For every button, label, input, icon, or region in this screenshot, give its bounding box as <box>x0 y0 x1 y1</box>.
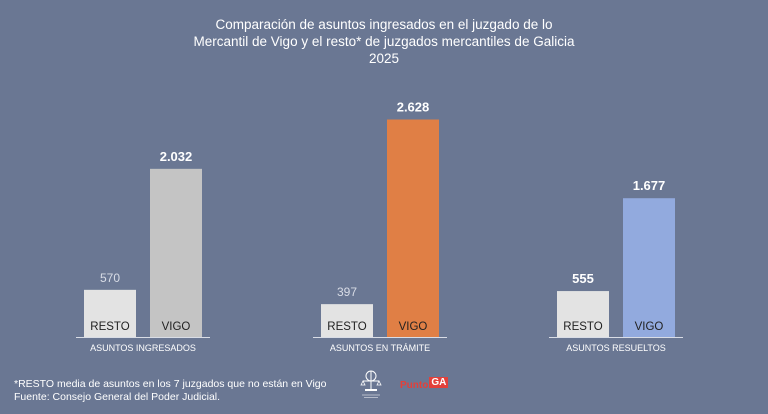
logo-badge: GA <box>429 377 449 388</box>
bar-resto-3 <box>557 291 609 337</box>
bar-vigo-3 <box>623 198 675 337</box>
category-label-1: ASUNTOS INGRESADOS <box>90 343 196 353</box>
value-label-resto-1: 570 <box>100 271 120 285</box>
value-label-vigo-1: 2.032 <box>160 149 193 164</box>
bar-name-vigo-3: VIGO <box>635 321 664 333</box>
category-label-3: ASUNTOS RESUELTOS <box>566 343 666 353</box>
value-label-resto-3: 555 <box>572 271 594 286</box>
bar-name-vigo-2: VIGO <box>399 321 428 333</box>
chart-title: Comparación de asuntos ingresados en el … <box>0 16 768 67</box>
title-line-2: Mercantil de Vigo y el resto* de juzgado… <box>193 34 575 49</box>
logo-text: Punto <box>400 380 429 391</box>
category-label-2: ASUNTOS EN TRÁMITE <box>330 343 430 353</box>
bar-resto-2 <box>321 304 373 337</box>
value-label-resto-2: 397 <box>337 285 357 299</box>
seal-icon <box>358 367 384 404</box>
footnote-resto: *RESTO media de asuntos en los 7 juzgado… <box>14 378 327 390</box>
bar-resto-1 <box>84 289 136 337</box>
value-label-vigo-3: 1.677 <box>633 178 666 193</box>
puntoga-logo: Punto GA <box>400 377 449 391</box>
bar-name-vigo-1: VIGO <box>162 321 191 333</box>
bar-vigo-2 <box>387 119 439 337</box>
bar-name-resto-1: RESTO <box>90 321 129 333</box>
bar-name-resto-3: RESTO <box>563 321 602 333</box>
footnote-source: Fuente: Consejo General del Poder Judici… <box>14 391 221 403</box>
bar-vigo-1 <box>150 168 202 337</box>
bar-name-resto-2: RESTO <box>327 321 366 333</box>
title-line-1: Comparación de asuntos ingresados en el … <box>215 17 553 32</box>
value-label-vigo-2: 2.628 <box>397 100 430 115</box>
title-line-3: 2025 <box>368 51 400 66</box>
footnote: *RESTO media de asuntos en los 7 juzgado… <box>14 378 327 404</box>
